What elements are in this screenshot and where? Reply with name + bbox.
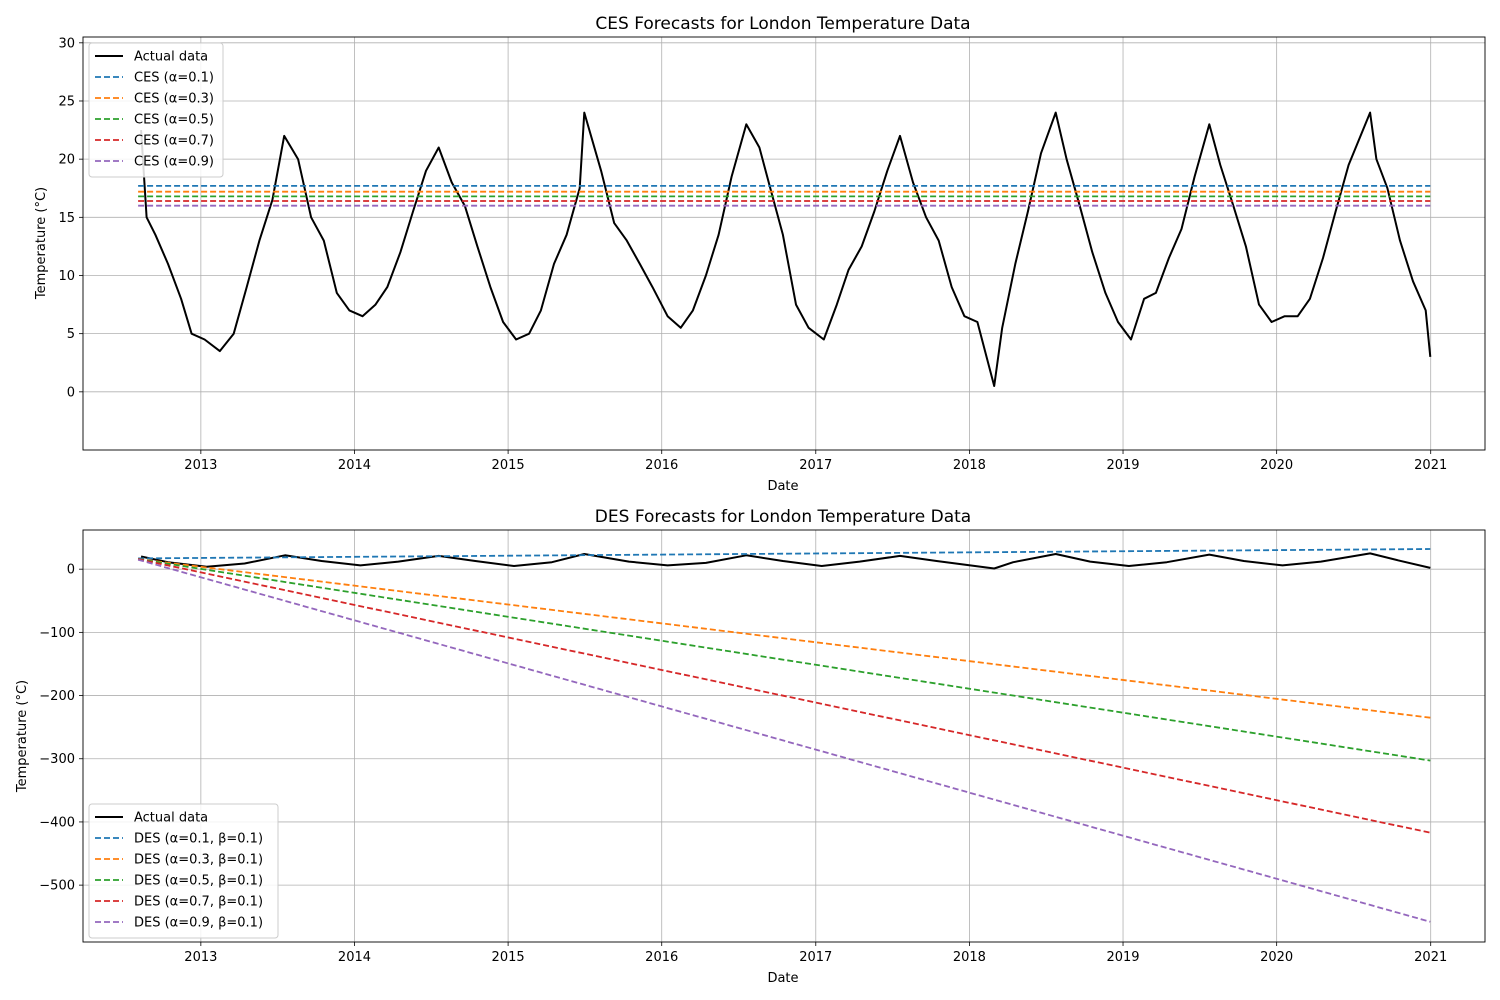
series-line-des-0-1-0-1 [138, 548, 1431, 560]
y-tick-label: 10 [58, 269, 75, 284]
x-tick-label: 2013 [184, 950, 217, 965]
ces-forecast-chart: CES Forecasts for London Temperature Dat… [34, 14, 1486, 494]
x-tick-label: 2018 [953, 950, 986, 965]
legend: Actual data DES (α=0.1, β=0.1) DES (α=0.3,… [88, 803, 279, 939]
series-line-des-0-9-0-1 [137, 558, 1431, 923]
chart-title: CES Forecasts for London Temperature Dat… [595, 14, 970, 34]
legend-box [88, 803, 279, 939]
y-tick-label: 30 [58, 36, 75, 51]
x-tick-label: 2019 [1106, 950, 1139, 965]
legend-label: CES (α=0.9) [134, 155, 214, 170]
plot-frame [82, 529, 1486, 943]
x-axis-label: Date [767, 479, 798, 494]
x-tick-label: 2014 [338, 950, 371, 965]
x-tick-label: 2015 [492, 950, 525, 965]
x-tick-label: 2013 [184, 458, 217, 473]
chart-title: DES Forecasts for London Temperature Dat… [595, 507, 971, 527]
x-tick-label: 2021 [1414, 950, 1447, 965]
series-line-des-0-3-0-1 [137, 558, 1431, 719]
legend-label: Actual data [134, 811, 208, 826]
legend-label: CES (α=0.5) [134, 113, 214, 128]
des-forecast-chart: DES Forecasts for London Temperature Dat… [15, 507, 1486, 986]
y-tick-label: −500 [39, 879, 75, 894]
x-tick-label: 2020 [1260, 950, 1293, 965]
x-tick-label: 2021 [1414, 458, 1447, 473]
x-tick-label: 2016 [645, 458, 678, 473]
actual-data-line [140, 552, 1431, 570]
x-tick-label: 2016 [645, 950, 678, 965]
axis-ticks: 2013 2014 2015 2016 2017 2018 2019 2020 20210510… [58, 36, 1447, 473]
legend-label: Actual data [134, 50, 208, 65]
y-tick-label: 0 [67, 563, 75, 578]
y-tick-label: −400 [39, 815, 75, 830]
grid [83, 37, 1485, 450]
y-axis-label: Temperature (°C) [15, 680, 30, 793]
x-tick-label: 2020 [1260, 458, 1293, 473]
series-line-des-0-7-0-1 [137, 558, 1431, 834]
y-tick-label: 15 [58, 211, 75, 226]
x-tick-label: 2014 [338, 458, 371, 473]
y-axis-label: Temperature (°C) [34, 187, 49, 300]
plot-lines [137, 548, 1431, 923]
x-tick-label: 2017 [799, 458, 832, 473]
actual-data-line [140, 111, 1432, 387]
x-tick-label: 2018 [953, 458, 986, 473]
y-tick-label: 0 [67, 385, 75, 400]
y-tick-label: −200 [39, 689, 75, 704]
legend-label: DES (α=0.1, β=0.1) [134, 832, 263, 847]
legend-label: CES (α=0.7) [134, 134, 214, 149]
legend-label: DES (α=0.9, β=0.1) [134, 916, 263, 931]
y-tick-label: −100 [39, 626, 75, 641]
y-tick-label: 20 [58, 153, 75, 168]
axis-ticks: 2013 2014 2015 2016 2017 2018 2019 2020 2021 −500… [39, 563, 1447, 965]
legend-label: DES (α=0.3, β=0.1) [134, 853, 263, 868]
x-tick-label: 2019 [1106, 458, 1139, 473]
legend-label: CES (α=0.1) [134, 71, 214, 86]
x-axis-label: Date [767, 971, 798, 986]
legend-label: DES (α=0.7, β=0.1) [134, 895, 263, 910]
legend-label: CES (α=0.3) [134, 92, 214, 107]
y-tick-label: −300 [39, 752, 75, 767]
legend: Actual data CES (α=0.1) CES (α=0.3) CES (α=… [88, 42, 224, 178]
legend-label: DES (α=0.5, β=0.1) [134, 874, 263, 889]
x-tick-label: 2015 [492, 458, 525, 473]
plot-frame [82, 36, 1486, 451]
plot-lines [138, 111, 1432, 387]
y-tick-label: 25 [58, 94, 75, 109]
series-line-des-0-5-0-1 [137, 558, 1431, 762]
y-tick-label: 5 [67, 327, 75, 342]
x-tick-label: 2017 [799, 950, 832, 965]
